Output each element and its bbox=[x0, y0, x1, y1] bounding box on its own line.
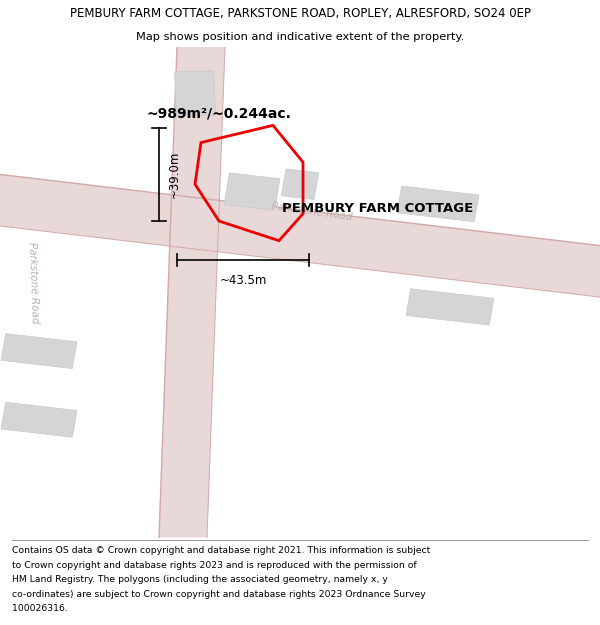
Polygon shape bbox=[0, 174, 600, 297]
Text: co-ordinates) are subject to Crown copyright and database rights 2023 Ordnance S: co-ordinates) are subject to Crown copyr… bbox=[12, 589, 426, 599]
Text: PEMBURY FARM COTTAGE, PARKSTONE ROAD, ROPLEY, ALRESFORD, SO24 0EP: PEMBURY FARM COTTAGE, PARKSTONE ROAD, RO… bbox=[70, 7, 530, 19]
Text: Parkstone Road: Parkstone Road bbox=[271, 201, 353, 222]
Text: Contains OS data © Crown copyright and database right 2021. This information is : Contains OS data © Crown copyright and d… bbox=[12, 546, 430, 555]
Text: to Crown copyright and database rights 2023 and is reproduced with the permissio: to Crown copyright and database rights 2… bbox=[12, 561, 416, 570]
Text: ~43.5m: ~43.5m bbox=[220, 274, 266, 287]
Bar bbox=[1, 402, 77, 437]
Text: ~39.0m: ~39.0m bbox=[168, 151, 181, 198]
Text: Map shows position and indicative extent of the property.: Map shows position and indicative extent… bbox=[136, 31, 464, 41]
Bar bbox=[397, 186, 479, 222]
Text: PEMBURY FARM COTTAGE: PEMBURY FARM COTTAGE bbox=[283, 202, 473, 215]
Bar bbox=[224, 173, 280, 210]
Bar bbox=[1, 334, 77, 369]
Text: HM Land Registry. The polygons (including the associated geometry, namely x, y: HM Land Registry. The polygons (includin… bbox=[12, 575, 388, 584]
Bar bbox=[175, 71, 215, 116]
Text: ~989m²/~0.244ac.: ~989m²/~0.244ac. bbox=[147, 106, 292, 120]
Text: Parkstone Road: Parkstone Road bbox=[26, 241, 40, 323]
Bar bbox=[406, 289, 494, 325]
Bar bbox=[281, 169, 319, 199]
Text: 100026316.: 100026316. bbox=[12, 604, 68, 613]
Polygon shape bbox=[159, 47, 225, 538]
